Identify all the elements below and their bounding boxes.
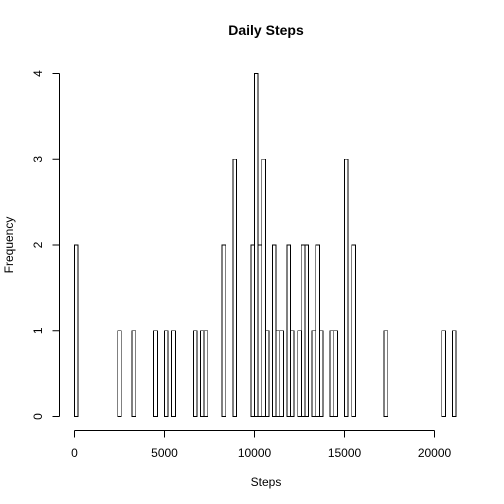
histogram-bar — [297, 330, 302, 417]
histogram-bar — [164, 330, 169, 417]
x-tick-label: 15000 — [328, 446, 362, 460]
histogram-bar — [329, 330, 335, 417]
histogram-bar — [318, 330, 324, 417]
histogram-bar — [117, 330, 122, 417]
histogram-bar — [203, 330, 209, 417]
histogram-bar — [333, 330, 338, 417]
histogram-bar — [254, 73, 259, 417]
histogram-bar — [153, 330, 158, 417]
histogram-bar — [257, 244, 263, 417]
chart-title: Daily Steps — [228, 22, 304, 38]
histogram-bar — [290, 330, 295, 417]
histogram-bar — [261, 158, 266, 417]
histogram-bar — [272, 244, 277, 417]
histogram-bar — [221, 244, 227, 417]
y-tick-label: 3 — [31, 156, 45, 163]
histogram-bar — [300, 244, 306, 417]
histogram-bar — [74, 244, 79, 417]
x-axis: 0 5000 10000 15000 20000 — [71, 430, 452, 460]
x-tick-label: 5000 — [151, 446, 178, 460]
y-tick-label: 0 — [31, 413, 45, 420]
histogram-bar — [441, 330, 446, 417]
histogram-bar — [344, 158, 349, 417]
histogram-bar — [286, 244, 291, 417]
histogram-bar — [200, 330, 205, 417]
y-tick-label: 4 — [31, 70, 45, 77]
histogram-bar — [304, 244, 309, 417]
histogram-bar — [232, 158, 237, 417]
histogram-bar — [131, 330, 137, 417]
histogram-bar — [315, 244, 320, 417]
histogram-bar — [383, 330, 389, 417]
histogram-bars — [74, 73, 457, 417]
x-tick-label: 20000 — [418, 446, 452, 460]
y-axis: 0 1 2 3 4 — [31, 70, 60, 420]
x-tick-label: 0 — [71, 446, 78, 460]
histogram-bar — [351, 244, 356, 417]
x-axis-label: Steps — [251, 475, 282, 489]
x-tick-label: 10000 — [238, 446, 272, 460]
histogram-bar — [250, 244, 255, 417]
histogram-bar — [171, 330, 176, 417]
histogram-bar — [264, 330, 270, 417]
histogram-bar — [275, 330, 281, 417]
histogram-bar — [279, 330, 284, 417]
histogram-bar — [452, 330, 457, 417]
y-axis-label: Frequency — [2, 217, 16, 274]
histogram-bar — [192, 330, 198, 417]
y-tick-label: 2 — [31, 241, 45, 248]
histogram-bar — [311, 330, 317, 417]
y-tick-label: 1 — [31, 327, 45, 334]
